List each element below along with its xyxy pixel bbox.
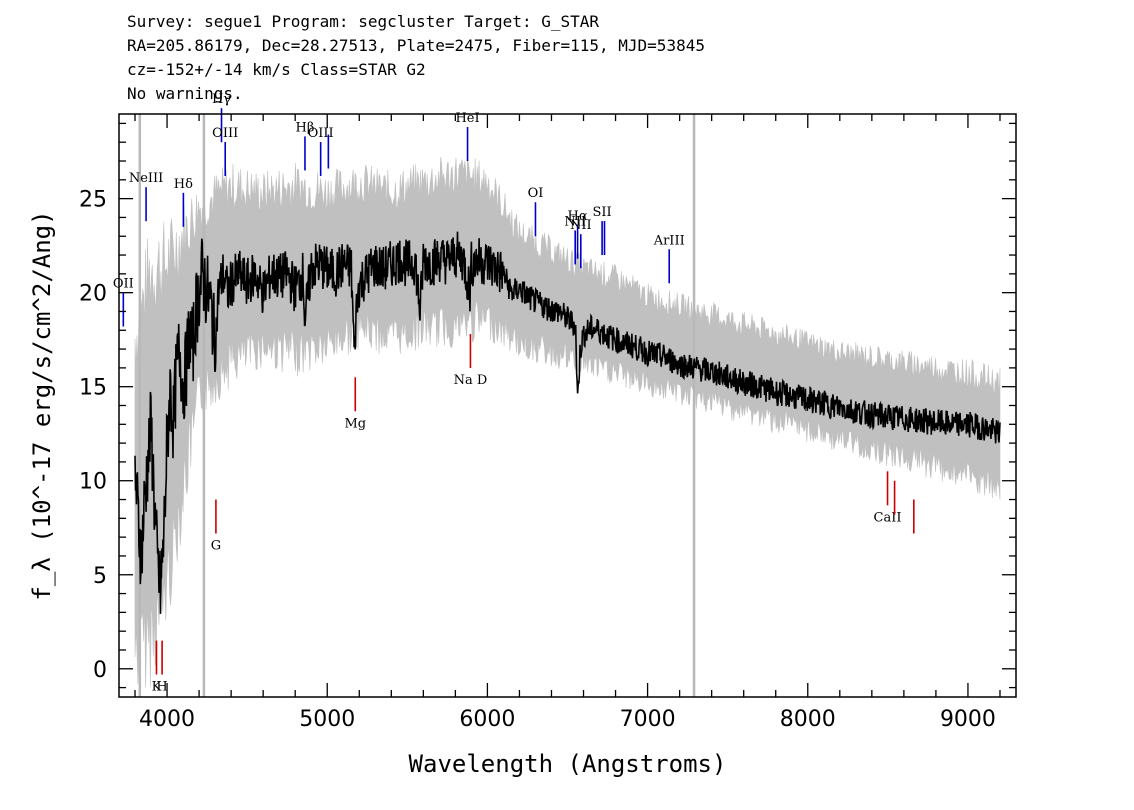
- emission-line-label-3: Hγ: [212, 92, 231, 107]
- emission-line-label-2: Hδ: [174, 177, 193, 192]
- absorption-line-label-0: K: [152, 680, 162, 695]
- y-axis-title: f_λ (10^-17 erg/s/cm^2/Ang): [28, 210, 56, 600]
- emission-line-label-11: Hα: [568, 209, 588, 224]
- absorption-line-label-3: Mg: [344, 416, 366, 431]
- emission-line-label-0: OII: [113, 277, 134, 292]
- absorption-line-label-1: H: [156, 680, 167, 695]
- x-tick-label-1: 5000: [299, 707, 355, 732]
- absorption-line-label-5: CaII: [874, 510, 902, 525]
- flux-series-layer: [134, 231, 1001, 614]
- x-tick-label-5: 9000: [940, 707, 996, 732]
- header-survey-line: Survey: segue1 Program: segcluster Targe…: [127, 12, 600, 31]
- gray-marker-lines: [138, 114, 696, 697]
- y-tick-label-0: 0: [93, 658, 107, 683]
- emission-line-label-5: Hβ: [296, 120, 315, 135]
- emission-line-label-6: OIII: [308, 126, 334, 141]
- emission-line-label-15: ArIII: [653, 233, 685, 248]
- flux-series-0: [134, 231, 1001, 614]
- x-tick-label-3: 7000: [620, 707, 676, 732]
- absorption-line-label-4: Na D: [454, 373, 488, 388]
- emission-line-label-1: NeIII: [129, 171, 163, 186]
- emission-line-label-8: HeI: [455, 111, 479, 126]
- y-tick-label-4: 20: [79, 282, 107, 307]
- emission-line-label-10: NII: [564, 214, 586, 229]
- header-warnings-line: No warnings.: [127, 84, 243, 103]
- x-tick-label-0: 4000: [139, 707, 195, 732]
- absorption-line-label-2: G: [211, 539, 221, 554]
- y-tick-label-2: 10: [79, 470, 107, 495]
- header-redshift-class-line: cz=-152+/-14 km/s Class=STAR G2: [127, 60, 426, 79]
- emission-line-label-9: OI: [528, 186, 544, 201]
- y-tick-label-3: 15: [79, 376, 107, 401]
- emission-line-label-13: SII: [593, 205, 612, 220]
- y-tick-label-5: 25: [79, 188, 107, 213]
- x-tick-label-4: 8000: [780, 707, 836, 732]
- y-tick-label-1: 5: [93, 564, 107, 589]
- plot-axes: 4000 5000 6000 7000 8000 9000 0 5 10 15 20 25: [79, 113, 1017, 732]
- spectrum-header: Survey: segue1 Program: segcluster Targe…: [127, 10, 705, 106]
- emission-line-label-4: OIII: [212, 126, 238, 141]
- emission-line-label-12: NII: [570, 218, 592, 233]
- x-tick-label-2: 6000: [459, 707, 515, 732]
- header-coordinates-line: RA=205.86179, Dec=28.27513, Plate=2475, …: [127, 36, 705, 55]
- x-axis-title: Wavelength (Angstroms): [409, 750, 727, 778]
